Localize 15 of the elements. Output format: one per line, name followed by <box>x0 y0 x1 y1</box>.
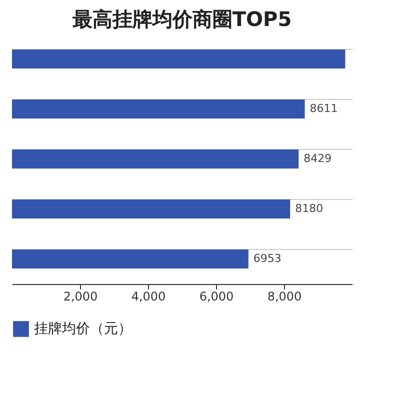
bar <box>12 250 248 268</box>
chart-title: 最高挂牌均价商圈TOP5 <box>71 7 292 31</box>
bar <box>12 100 305 118</box>
data-label: 8180 <box>295 202 324 215</box>
x-tick-label: 8,000 <box>267 290 302 304</box>
bar <box>12 200 290 218</box>
legend-label: 挂牌均价（元） <box>34 321 132 337</box>
x-tick-label: 6,000 <box>199 290 234 304</box>
data-label: 6953 <box>253 252 282 265</box>
x-tick-label: 4,000 <box>131 290 166 304</box>
data-label: 8611 <box>310 102 338 115</box>
bar <box>12 50 346 68</box>
data-label: 8429 <box>304 152 332 165</box>
bar <box>12 150 299 168</box>
x-tick-label: 2,000 <box>63 290 98 304</box>
